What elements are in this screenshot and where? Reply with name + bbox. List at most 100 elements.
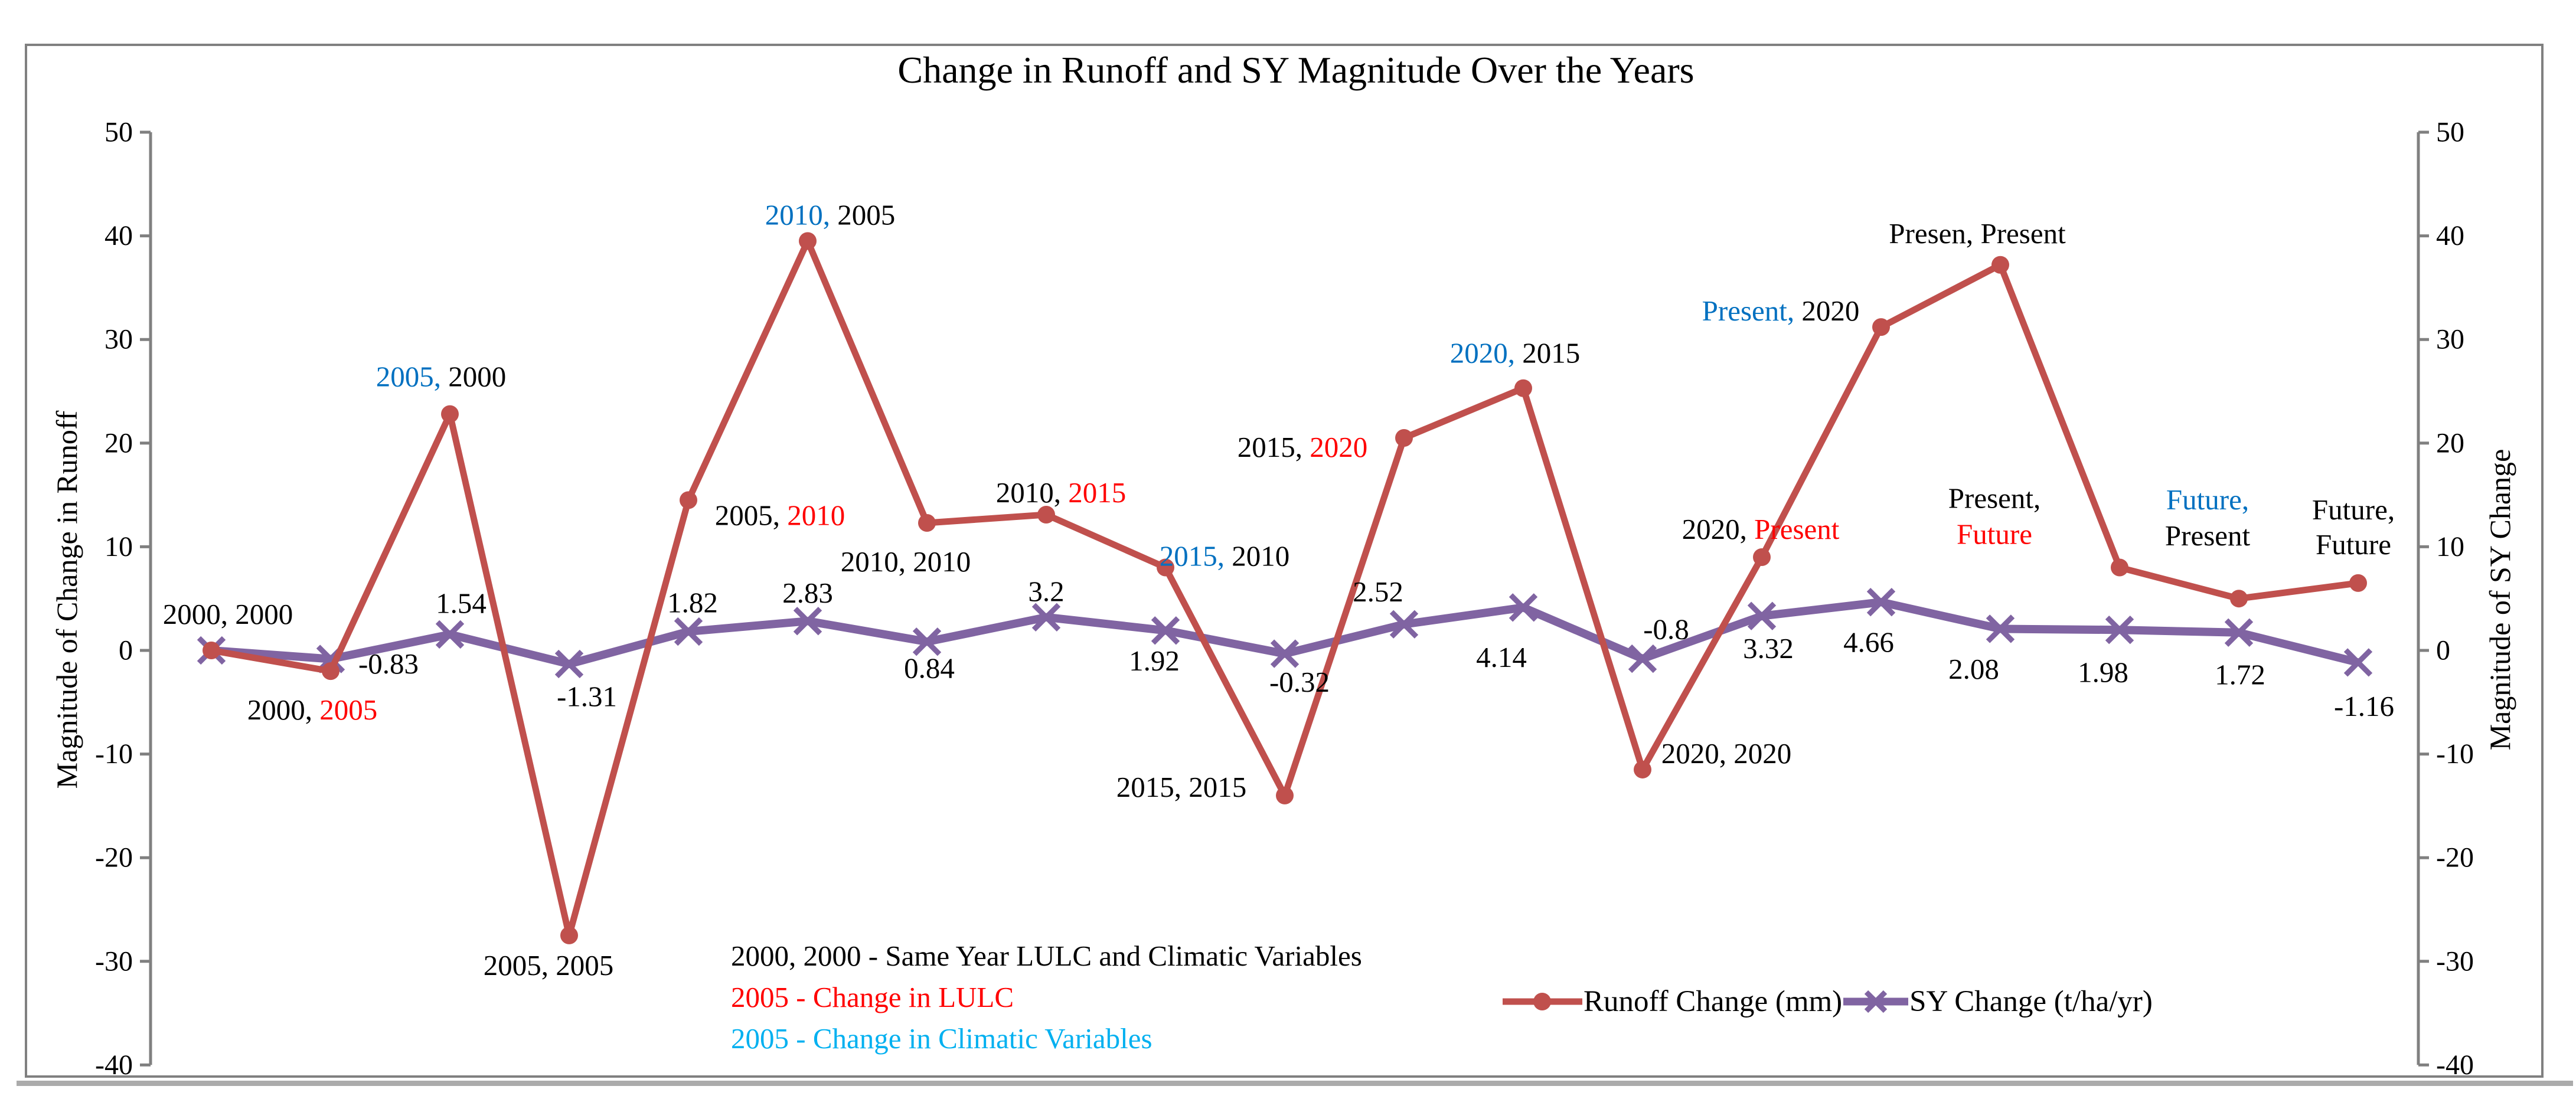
- runoff-marker-dot: [1753, 548, 1771, 566]
- bottom-edge-line: [17, 1081, 2573, 1086]
- legend-label-runoff: Runoff Change (mm): [1584, 985, 1843, 1018]
- sy-marker-x: [1747, 601, 1777, 630]
- runoff-marker-dot: [799, 232, 817, 250]
- sy-marker-x: [1628, 644, 1657, 673]
- sy-value-label: 0.84: [904, 652, 955, 685]
- sy-line-marker-icon: [1843, 990, 1909, 1013]
- left-axis-tick-label: -10: [95, 738, 133, 770]
- sy-marker-x: [1509, 593, 1538, 622]
- runoff-line-marker-icon: [1503, 993, 1582, 1010]
- right-axis-tick-label: 10: [2436, 531, 2464, 562]
- right-axis-tick-label: -30: [2436, 946, 2474, 977]
- sy-marker-x: [1151, 616, 1180, 645]
- runoff-marker-dot: [2349, 574, 2367, 592]
- right-axis-tick-label: -40: [2436, 1049, 2474, 1081]
- scenario-pair-label: 2020, 2015: [1450, 336, 1581, 369]
- runoff-marker-dot: [1395, 429, 1413, 447]
- left-axis-tick-label: 0: [119, 635, 133, 666]
- sy-marker-x: [554, 649, 584, 679]
- sy-marker-x: [2343, 648, 2373, 677]
- chart-legend: Runoff Change (mm) SY Change (t/ha/yr): [1503, 984, 2153, 1019]
- scenario-pair-label: 2005, 2000: [376, 360, 507, 392]
- legend-item-sy: SY Change (t/ha/yr): [1843, 984, 2153, 1019]
- sy-value-label: 4.14: [1476, 641, 1527, 673]
- right-axis-tick-label: -20: [2436, 842, 2474, 874]
- scenario-pair-label: 2015, 2020: [1238, 431, 1368, 463]
- left-axis-tick-label: 40: [105, 220, 133, 251]
- scenario-pair-label: 2010, 2015: [996, 476, 1127, 508]
- sy-marker-x: [2224, 618, 2254, 647]
- runoff-marker-dot: [203, 642, 220, 659]
- runoff-marker-dot: [560, 926, 578, 944]
- scenario-pair-label: 2020, Present: [1682, 512, 1840, 545]
- legend-item-runoff: Runoff Change (mm): [1503, 984, 1842, 1019]
- scenario-pair-label: 2000, 2000: [163, 598, 293, 630]
- sy-value-label: 1.54: [436, 587, 487, 619]
- sy-value-label: 3.2: [1028, 575, 1064, 607]
- sy-marker-x: [674, 617, 703, 646]
- sy-marker-x: [2105, 616, 2134, 645]
- runoff-marker-dot: [1514, 379, 1532, 397]
- scenario-pair-label: 2005, 2010: [715, 499, 845, 531]
- sy-marker-x: [1986, 614, 2015, 643]
- runoff-marker-dot: [2230, 590, 2248, 608]
- left-axis-tick-label: -40: [95, 1049, 133, 1081]
- right-axis-tick-label: 30: [2436, 324, 2464, 355]
- sy-value-label: 2.08: [1948, 653, 1999, 685]
- left-axis-tick-label: 20: [105, 427, 133, 459]
- left-axis-tick-label: 30: [105, 324, 133, 355]
- scenario-pair-label: Present, 2020: [1702, 295, 1860, 327]
- runoff-marker-dot: [2111, 558, 2128, 577]
- scenario-pair-label: 2010, 2010: [841, 545, 971, 578]
- scenario-pair-label: Future, Future: [2312, 493, 2395, 560]
- left-axis-tick-label: -20: [95, 842, 133, 874]
- scenario-pair-label: 2015, 2015: [1116, 770, 1247, 803]
- right-axis-tick-label: 40: [2436, 220, 2464, 251]
- annotation-key-line-2: 2005 - Change in LULC: [731, 981, 1014, 1013]
- left-axis-tick-label: 10: [105, 531, 133, 562]
- sy-value-label: 1.82: [667, 587, 718, 619]
- runoff-marker-dot: [1276, 786, 1294, 804]
- sy-marker-x: [1270, 639, 1300, 668]
- sy-value-label: -0.8: [1643, 613, 1689, 646]
- scenario-pair-label: 2005, 2005: [484, 948, 614, 981]
- runoff-marker-dot: [322, 662, 339, 681]
- scenario-pair-label: Presen, Present: [1889, 217, 2066, 249]
- left-axis-tick-label: -30: [95, 946, 133, 977]
- sy-value-label: 2.83: [782, 577, 833, 609]
- left-axis-tick-label: 50: [105, 117, 133, 148]
- legend-label-sy: SY Change (t/ha/yr): [1909, 985, 2153, 1018]
- sy-marker-x: [435, 620, 465, 649]
- sy-value-label: -1.31: [557, 681, 617, 713]
- annotation-key: 2000, 2000 - Same Year LULC and Climatic…: [731, 935, 1362, 1059]
- sy-marker-x: [912, 627, 942, 656]
- scenario-pair-label: 2015, 2010: [1160, 539, 1290, 572]
- chart-title: Change in Runoff and SY Magnitude Over t…: [897, 49, 1695, 91]
- sy-value-label: 1.98: [2078, 656, 2128, 689]
- right-axis-tick-label: -10: [2436, 738, 2474, 770]
- sy-value-label: 1.92: [1129, 645, 1180, 677]
- runoff-marker-dot: [680, 491, 697, 509]
- sy-value-label: 1.72: [2215, 658, 2265, 691]
- runoff-change-line: [211, 237, 2359, 939]
- right-axis-tick-label: 20: [2436, 427, 2464, 459]
- runoff-marker-dot: [918, 514, 936, 532]
- sy-value-label: -0.83: [358, 647, 419, 680]
- scenario-pair-label: Future, Present: [2165, 483, 2251, 552]
- runoff-marker-dot: [441, 405, 459, 423]
- runoff-marker-dot: [1634, 760, 1651, 778]
- sy-value-label: -0.32: [1269, 666, 1330, 698]
- sy-value-label: -1.16: [2334, 690, 2394, 722]
- scenario-pair-label: 2000, 2005: [247, 693, 378, 726]
- sy-marker-x: [1031, 603, 1061, 632]
- sy-value-label: 3.32: [1743, 632, 1794, 665]
- sy-marker-x: [793, 607, 822, 636]
- scenario-pair-label: Present, Future: [1948, 482, 2041, 550]
- runoff-marker-dot: [1991, 256, 2009, 274]
- sy-value-label: 4.66: [1843, 626, 1894, 659]
- sy-marker-x: [1389, 610, 1419, 639]
- sy-value-label: 2.52: [1353, 575, 1403, 608]
- scenario-pair-label: 2020, 2020: [1661, 737, 1792, 769]
